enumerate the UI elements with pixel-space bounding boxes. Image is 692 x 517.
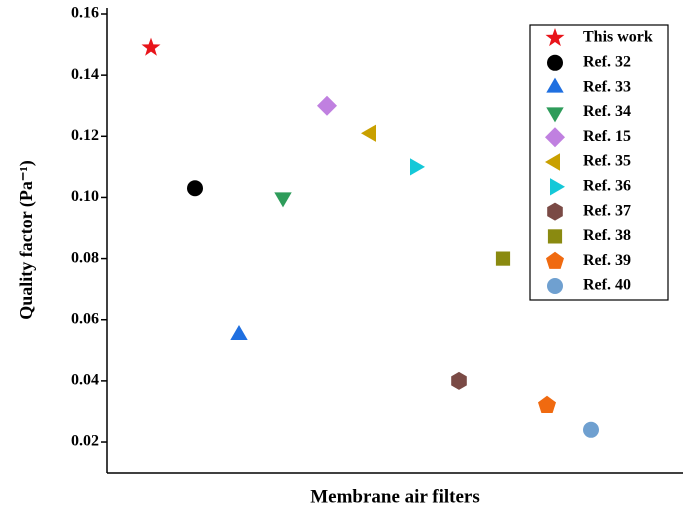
legend-label: This work <box>583 29 653 46</box>
data-point <box>495 251 511 266</box>
legend-label: Ref. 32 <box>583 53 631 70</box>
legend-marker <box>547 202 563 221</box>
legend-label: Ref. 34 <box>583 103 631 120</box>
legend-label: Ref. 15 <box>583 128 631 145</box>
y-tick-label: 0.12 <box>71 127 99 144</box>
legend-marker <box>546 77 564 93</box>
legend-marker <box>547 278 563 294</box>
legend-marker <box>547 54 563 71</box>
data-point <box>141 37 161 56</box>
legend-marker <box>546 107 564 123</box>
data-point <box>410 158 425 176</box>
legend-label: Ref. 37 <box>583 202 631 219</box>
y-tick-label: 0.10 <box>71 188 99 205</box>
legend-label: Ref. 39 <box>583 252 631 269</box>
data-point <box>451 371 467 390</box>
y-tick-label: 0.14 <box>71 66 99 83</box>
legend-label: Ref. 40 <box>583 277 631 294</box>
legend-marker <box>550 178 565 196</box>
y-axis-label: Quality factor (Pa⁻¹) <box>16 160 37 320</box>
legend-marker <box>545 153 560 171</box>
y-tick-label: 0.08 <box>71 249 99 266</box>
y-tick-label: 0.06 <box>71 310 99 327</box>
y-tick-label: 0.16 <box>71 5 99 22</box>
legend-label: Ref. 35 <box>583 153 631 170</box>
legend-marker <box>545 28 565 47</box>
data-point <box>361 124 376 142</box>
data-point <box>187 180 203 197</box>
data-point <box>230 325 248 340</box>
legend-label: Ref. 36 <box>583 177 631 194</box>
legend-marker <box>546 251 564 269</box>
y-tick-label: 0.04 <box>71 372 99 389</box>
legend-marker <box>545 127 565 148</box>
data-point <box>274 192 292 208</box>
legend-label: Ref. 33 <box>583 78 631 95</box>
legend-marker <box>547 229 563 244</box>
data-point <box>583 421 599 438</box>
legend-label: Ref. 38 <box>583 227 631 244</box>
x-axis-label: Membrane air filters <box>310 486 480 507</box>
data-point <box>317 95 337 116</box>
data-point <box>538 395 556 413</box>
y-tick-label: 0.02 <box>71 433 99 450</box>
